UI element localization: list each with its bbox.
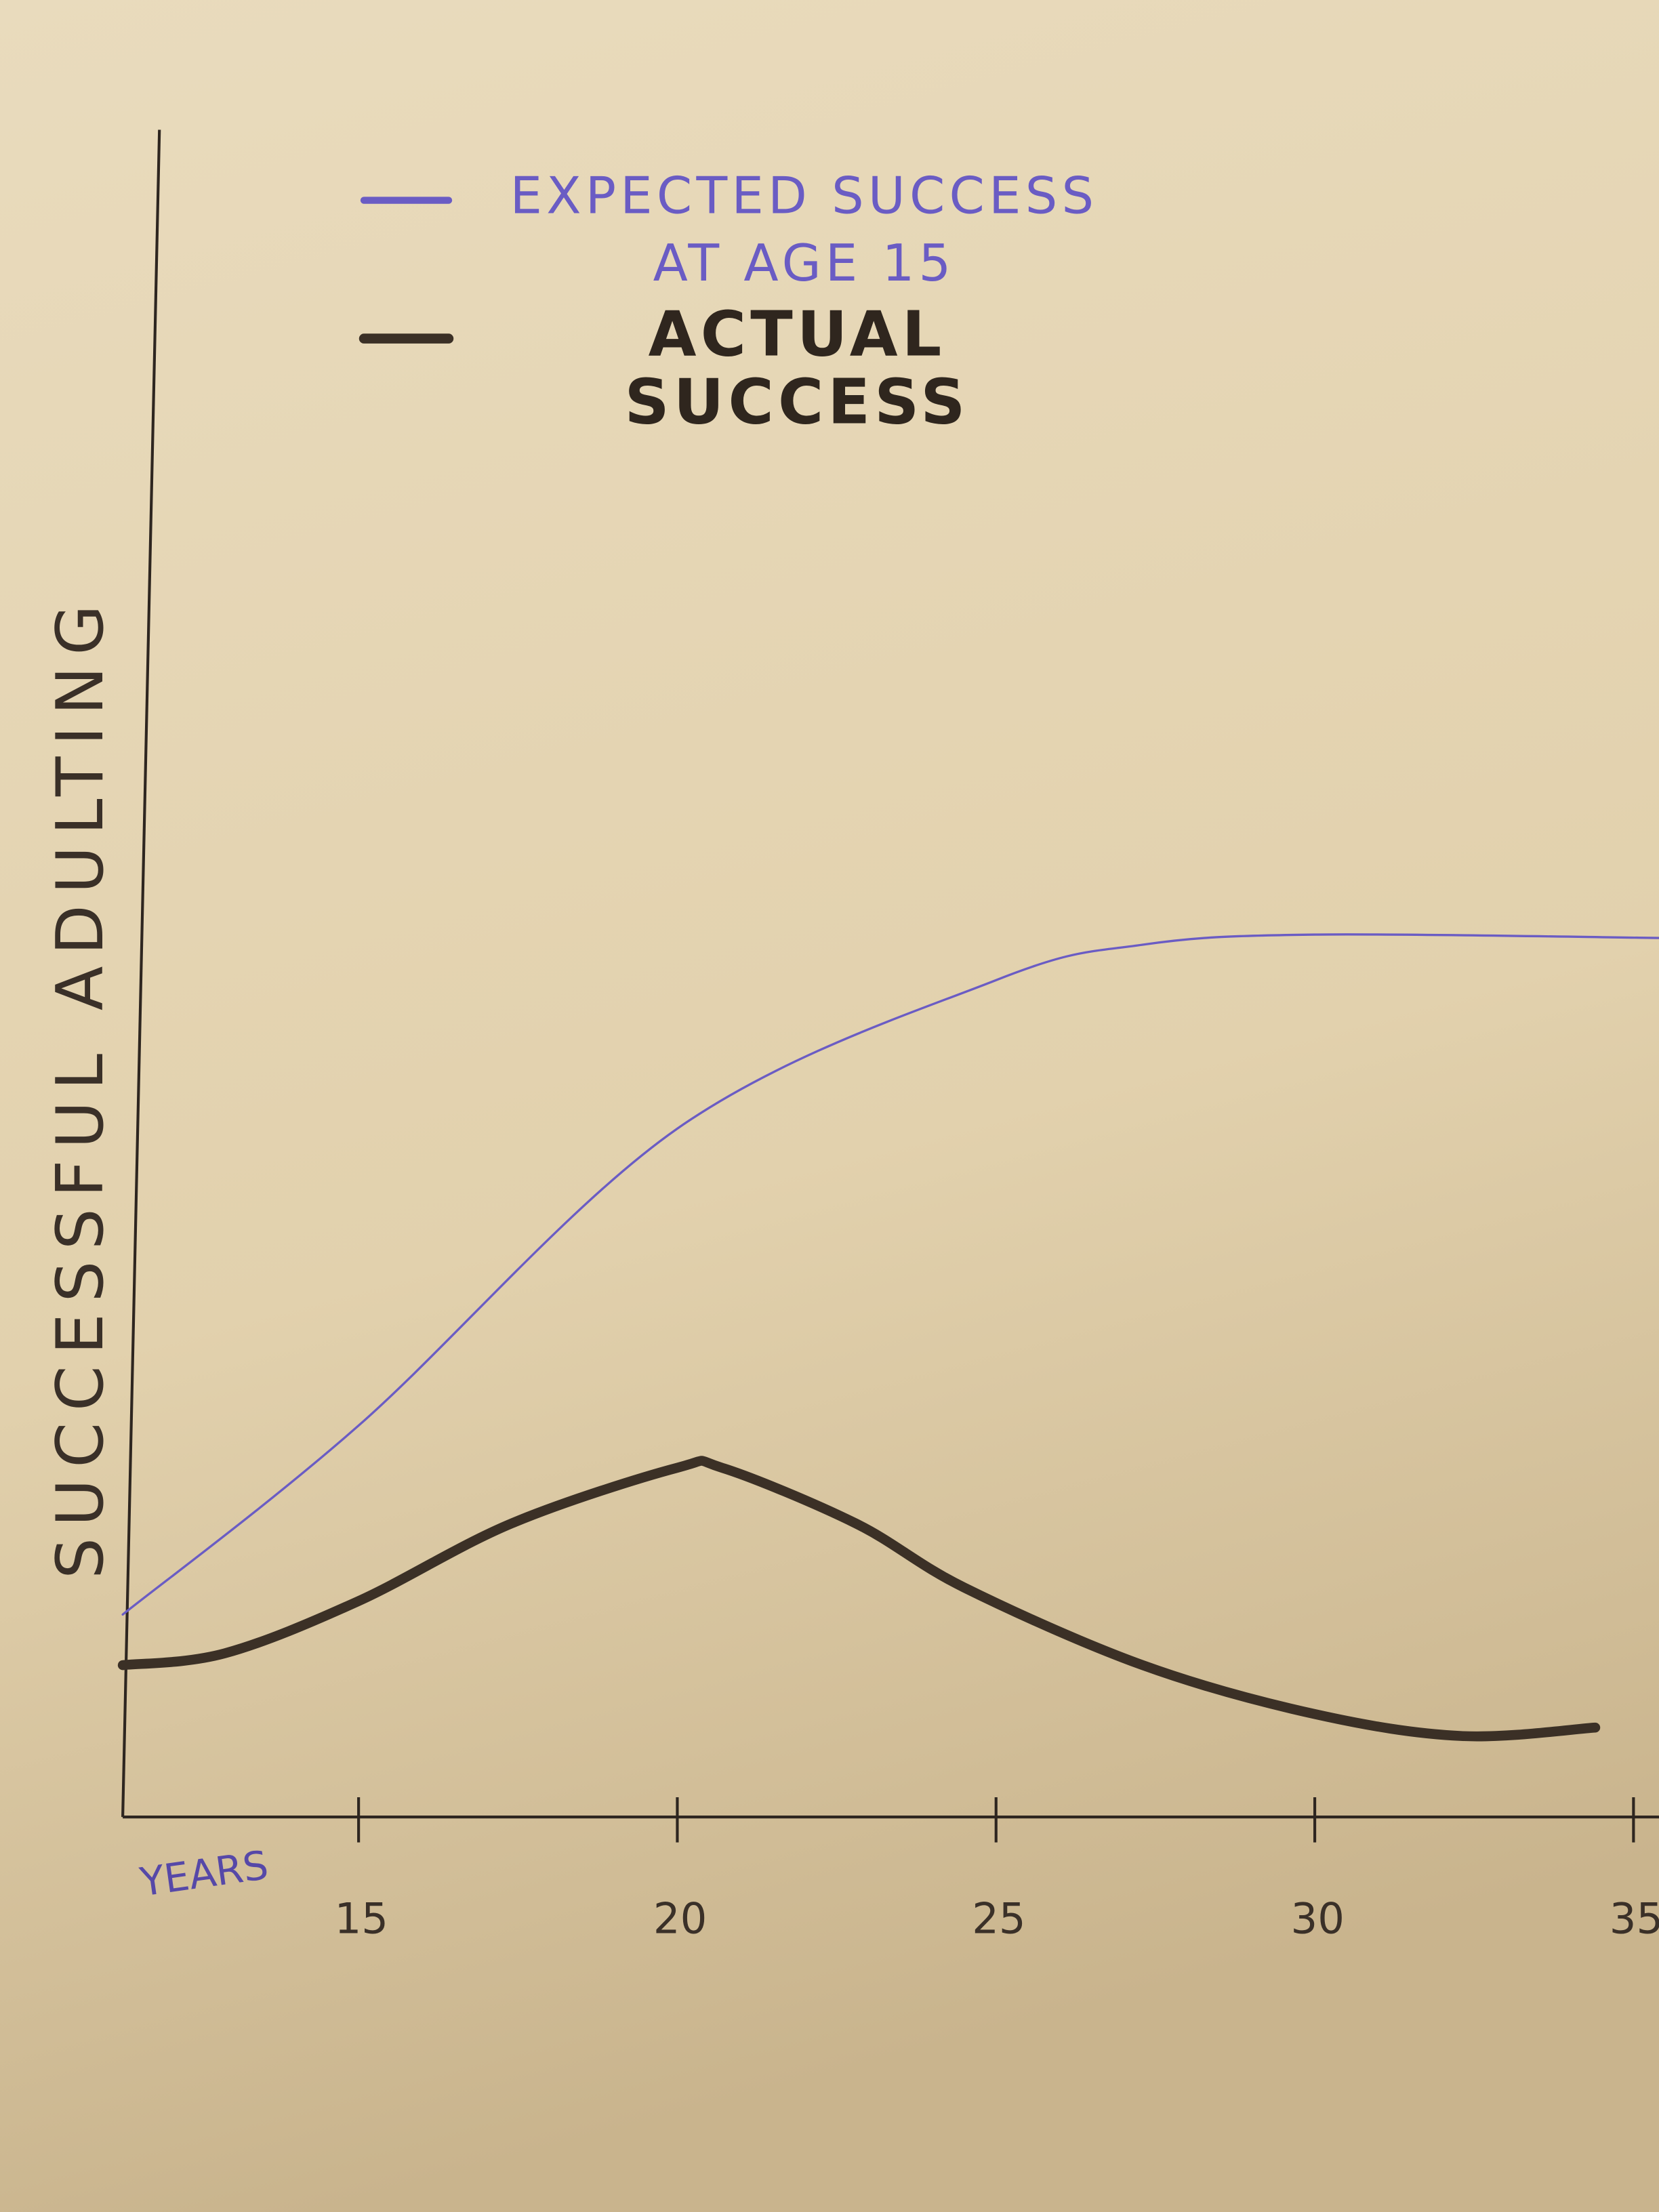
x-tick-label: 35 (1610, 1893, 1659, 1943)
legend-label: ACTUAL SUCCESS (624, 302, 970, 439)
x-tick-label: 15 (335, 1893, 388, 1943)
series-line (121, 933, 1659, 1616)
legend-entry: EXPECTED SUCCESS AT AGE 15 (510, 167, 1099, 293)
x-tick-label: 25 (972, 1893, 1025, 1943)
y-axis (121, 129, 161, 1818)
x-tick-label: 20 (653, 1893, 707, 1943)
legend-label: EXPECTED SUCCESS AT AGE 15 (510, 167, 1099, 293)
y-axis-label: SUCCESSFUL ADULTING (42, 594, 118, 1579)
series-line (117, 1456, 1601, 1742)
legend-entry: ACTUAL SUCCESS (624, 302, 970, 439)
x-tick-label: 30 (1291, 1893, 1345, 1943)
